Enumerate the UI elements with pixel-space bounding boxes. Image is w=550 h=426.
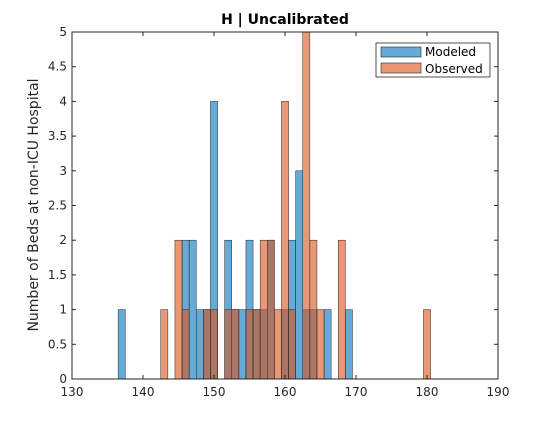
- y-tick-label-1: 1: [59, 303, 67, 317]
- legend-label-observed: Observed: [425, 62, 483, 76]
- bar-modeled-166: [323, 309, 332, 380]
- x-tick-label-130: 130: [61, 385, 84, 399]
- bar-observed-163: [302, 31, 311, 380]
- bar-observed-180: [423, 309, 431, 380]
- y-tick-label-2.5: 2.5: [48, 199, 67, 213]
- y-axis-title: Number of Beds at non-ICU Hospital: [26, 78, 42, 331]
- y-tick-label-5: 5: [59, 25, 67, 39]
- legend: Modeled Observed: [375, 42, 491, 78]
- bar-observed-149: [203, 309, 211, 380]
- chart-title: H | Uncalibrated: [221, 12, 349, 28]
- legend-swatch-modeled: [380, 46, 422, 58]
- y-tick-label-3: 3: [59, 164, 67, 178]
- legend-swatch-observed: [380, 62, 422, 74]
- tick-labels-layer: 130 140 150 160 170 180 190 0 0.5 1 1.5 2 2.5 3 3.5 4 4.…: [48, 25, 510, 399]
- bar-modeled-154: [238, 309, 247, 380]
- bar-observed-146: [181, 309, 190, 380]
- bar-observed-161: [288, 309, 296, 380]
- x-tick-label-140: 140: [132, 385, 155, 399]
- x-tick-label-180: 180: [416, 385, 439, 399]
- bar-observed-158: [267, 239, 275, 380]
- legend-label-modeled: Modeled: [425, 45, 476, 59]
- bar-modeled-169: [345, 309, 353, 380]
- y-tick-label-1.5: 1.5: [48, 268, 67, 282]
- bar-observed-168: [338, 239, 346, 380]
- bar-observed-143: [160, 309, 169, 380]
- x-tick-label-150: 150: [203, 385, 226, 399]
- y-tick-label-3.5: 3.5: [48, 129, 67, 143]
- bars-layer: [117, 31, 431, 380]
- bar-observed-164: [309, 239, 318, 380]
- bar-observed-153: [231, 309, 240, 380]
- bar-observed-152: [224, 309, 232, 380]
- bar-observed-156: [252, 309, 261, 380]
- bar-observed-159: [274, 309, 282, 380]
- bar-observed-160: [281, 101, 289, 380]
- axes-box: [71, 31, 499, 380]
- y-tick-label-0: 0: [59, 372, 67, 386]
- bar-observed-145: [174, 239, 183, 380]
- bar-observed-155: [245, 309, 254, 380]
- bar-observed-157: [259, 239, 268, 380]
- bar-modeled-147: [188, 239, 197, 380]
- x-tick-label-170: 170: [345, 385, 368, 399]
- bar-modeled-148: [196, 309, 204, 380]
- y-tick-label-0.5: 0.5: [48, 337, 67, 351]
- y-tick-label-4: 4: [59, 94, 67, 108]
- x-tick-label-190: 190: [487, 385, 510, 399]
- x-tick-label-160: 160: [274, 385, 297, 399]
- y-tick-label-2: 2: [59, 233, 67, 247]
- bar-modeled-162: [295, 170, 303, 380]
- bar-observed-150: [210, 309, 218, 380]
- y-tick-label-4.5: 4.5: [48, 60, 67, 74]
- bar-observed-165: [316, 309, 325, 380]
- bar-modeled-137: [117, 309, 126, 380]
